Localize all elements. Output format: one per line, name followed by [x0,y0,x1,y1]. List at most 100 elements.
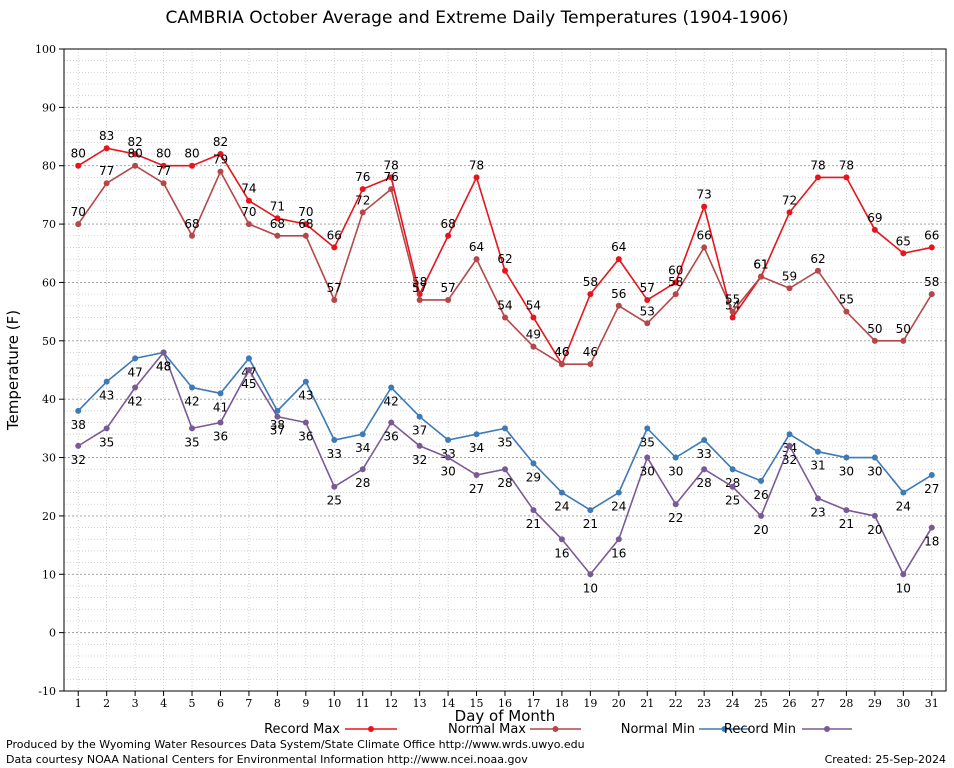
data-label: 80 [127,147,142,161]
data-label: 35 [640,435,655,449]
data-point [132,151,139,158]
x-axis-label: Day of Month [455,707,556,725]
data-point [189,162,196,169]
legend-swatch-marker [552,726,559,732]
data-label: 29 [526,470,541,484]
data-label: 43 [99,389,114,403]
data-point [701,203,708,210]
x-tick-label: 30 [896,697,910,710]
data-point [814,448,821,455]
y-tick-label: 70 [42,218,56,231]
chart-title: CAMBRIA October Average and Extreme Dail… [165,8,789,28]
y-tick-label: 80 [42,160,56,173]
data-point [786,431,793,438]
data-label: 21 [526,517,541,531]
data-label: 20 [867,523,882,537]
data-point [245,197,252,204]
x-tick-label: 25 [754,697,768,710]
data-point [217,168,224,175]
data-point [558,489,565,496]
data-label: 82 [127,135,142,149]
data-point [302,232,309,239]
data-point [103,425,110,432]
data-label: 42 [384,395,399,409]
data-point [445,296,452,303]
x-tick-label: 31 [925,697,939,710]
y-tick-label: 30 [42,452,56,465]
data-point [302,378,309,385]
data-point [75,162,82,169]
data-point [388,186,395,193]
data-point [644,296,651,303]
x-tick-label: 16 [498,697,512,710]
data-point [245,367,252,373]
x-tick-label: 1 [75,697,82,710]
data-point [416,296,423,303]
x-tick-label: 4 [160,697,167,710]
data-label: 61 [753,258,768,272]
data-label: 31 [810,459,825,473]
data-label: 56 [611,287,626,301]
data-point [473,174,480,181]
data-point [502,267,508,274]
x-tick-label: 26 [783,697,797,710]
y-tick-label: -10 [38,685,56,698]
data-point [502,425,508,432]
data-point [871,454,878,461]
y-tick-label: 50 [42,335,56,348]
data-point [445,232,452,239]
data-label: 37 [270,424,285,438]
x-tick-label: 19 [583,697,597,710]
data-label: 58 [668,275,683,289]
data-point [359,466,366,473]
data-point [530,460,537,467]
data-point [160,180,167,187]
data-label: 30 [867,465,882,479]
data-point [189,232,196,239]
data-point [502,314,508,321]
legend-label: Normal Max [448,722,526,737]
data-point [871,226,878,233]
legend-label: Normal Min [621,722,695,737]
data-point [160,349,167,356]
x-tick-label: 23 [697,697,711,710]
data-point [359,186,366,193]
x-tick-label: 9 [302,697,309,710]
data-label: 28 [725,476,740,490]
data-point [75,221,82,228]
data-label: 36 [384,430,399,444]
data-point [274,232,281,239]
data-point [388,384,395,391]
data-label: 57 [327,281,342,295]
data-point [160,162,167,169]
data-point [416,442,423,449]
x-tick-label: 14 [441,697,455,710]
data-point [245,221,252,228]
data-label: 66 [924,228,939,242]
data-label: 77 [99,164,114,178]
data-point [729,466,736,473]
data-point [473,472,480,479]
data-point [928,472,935,479]
data-label: 25 [725,494,740,508]
footer-produced-by: Produced by the Wyoming Water Resources … [6,738,585,751]
data-point [445,437,452,444]
data-label: 27 [469,482,484,496]
data-label: 24 [896,500,911,514]
data-label: 46 [554,345,569,359]
data-point [758,477,765,484]
data-point [302,419,309,426]
data-point [900,337,907,344]
data-label: 76 [355,170,370,184]
data-label: 66 [327,228,342,242]
legend-swatch-marker [368,726,374,732]
data-label: 47 [127,365,142,379]
plot-frame [63,48,947,692]
data-point [786,209,793,216]
data-label: 36 [213,430,228,444]
data-point [75,442,82,449]
data-label: 61 [753,258,768,272]
data-point [331,296,338,303]
data-label: 27 [924,482,939,496]
legend-swatch-marker [824,726,830,732]
